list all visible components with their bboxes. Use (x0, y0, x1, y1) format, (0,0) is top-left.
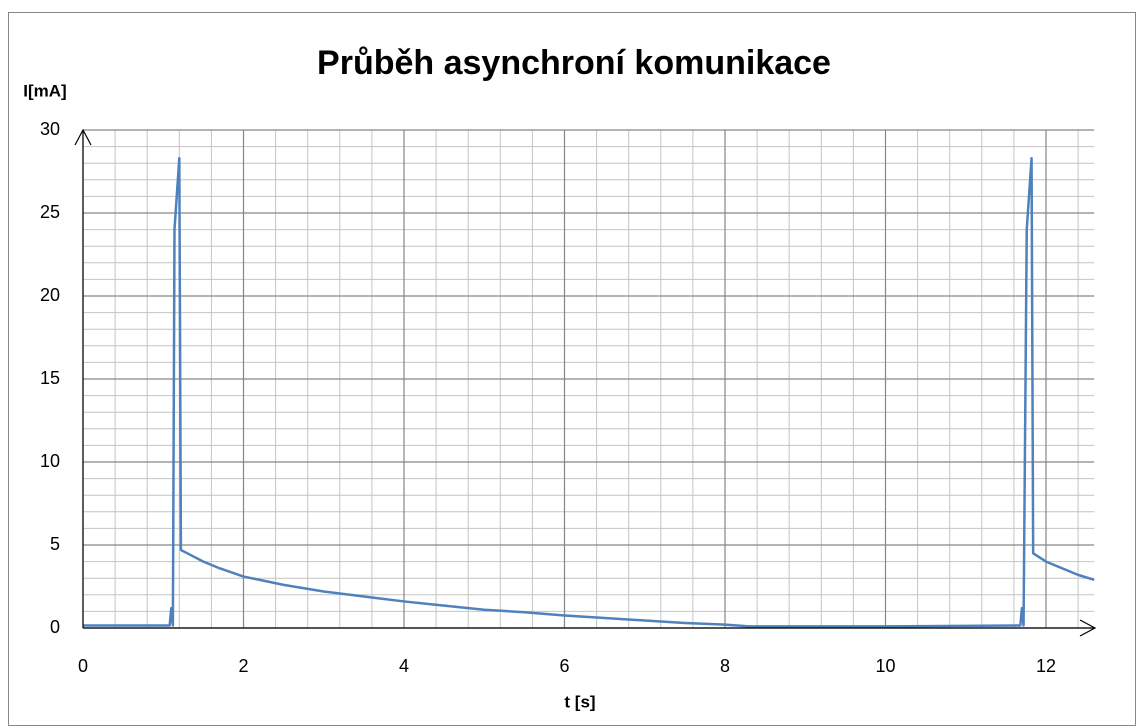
y-tick-label: 0 (50, 617, 60, 637)
x-axis-arrow (1079, 619, 1097, 637)
y-tick-label: 10 (40, 451, 60, 471)
y-tick-label: 20 (40, 285, 60, 305)
plot (83, 156, 1095, 628)
grid (82, 129, 1095, 629)
chart-border (8, 12, 1136, 726)
x-tick-label: 12 (1036, 656, 1056, 676)
chart-title: Průběh asynchroní komunikace (317, 44, 831, 82)
x-tick-label: 0 (78, 656, 88, 676)
y-axis-arrow (74, 128, 92, 146)
y-axis-title: I[mA] (23, 81, 66, 100)
x-tick-label: 8 (720, 656, 730, 676)
y-tick-label: 30 (40, 119, 60, 139)
y-tick-label: 5 (50, 534, 60, 554)
x-tick-label: 10 (875, 656, 895, 676)
x-axis-title: t [s] (564, 692, 595, 711)
x-tick-label: 4 (399, 656, 409, 676)
y-tick-label: 15 (40, 368, 60, 388)
x-tick-label: 6 (559, 656, 569, 676)
data-line (83, 156, 1095, 628)
x-tick-label: 2 (238, 656, 248, 676)
y-tick-label: 25 (40, 202, 60, 222)
